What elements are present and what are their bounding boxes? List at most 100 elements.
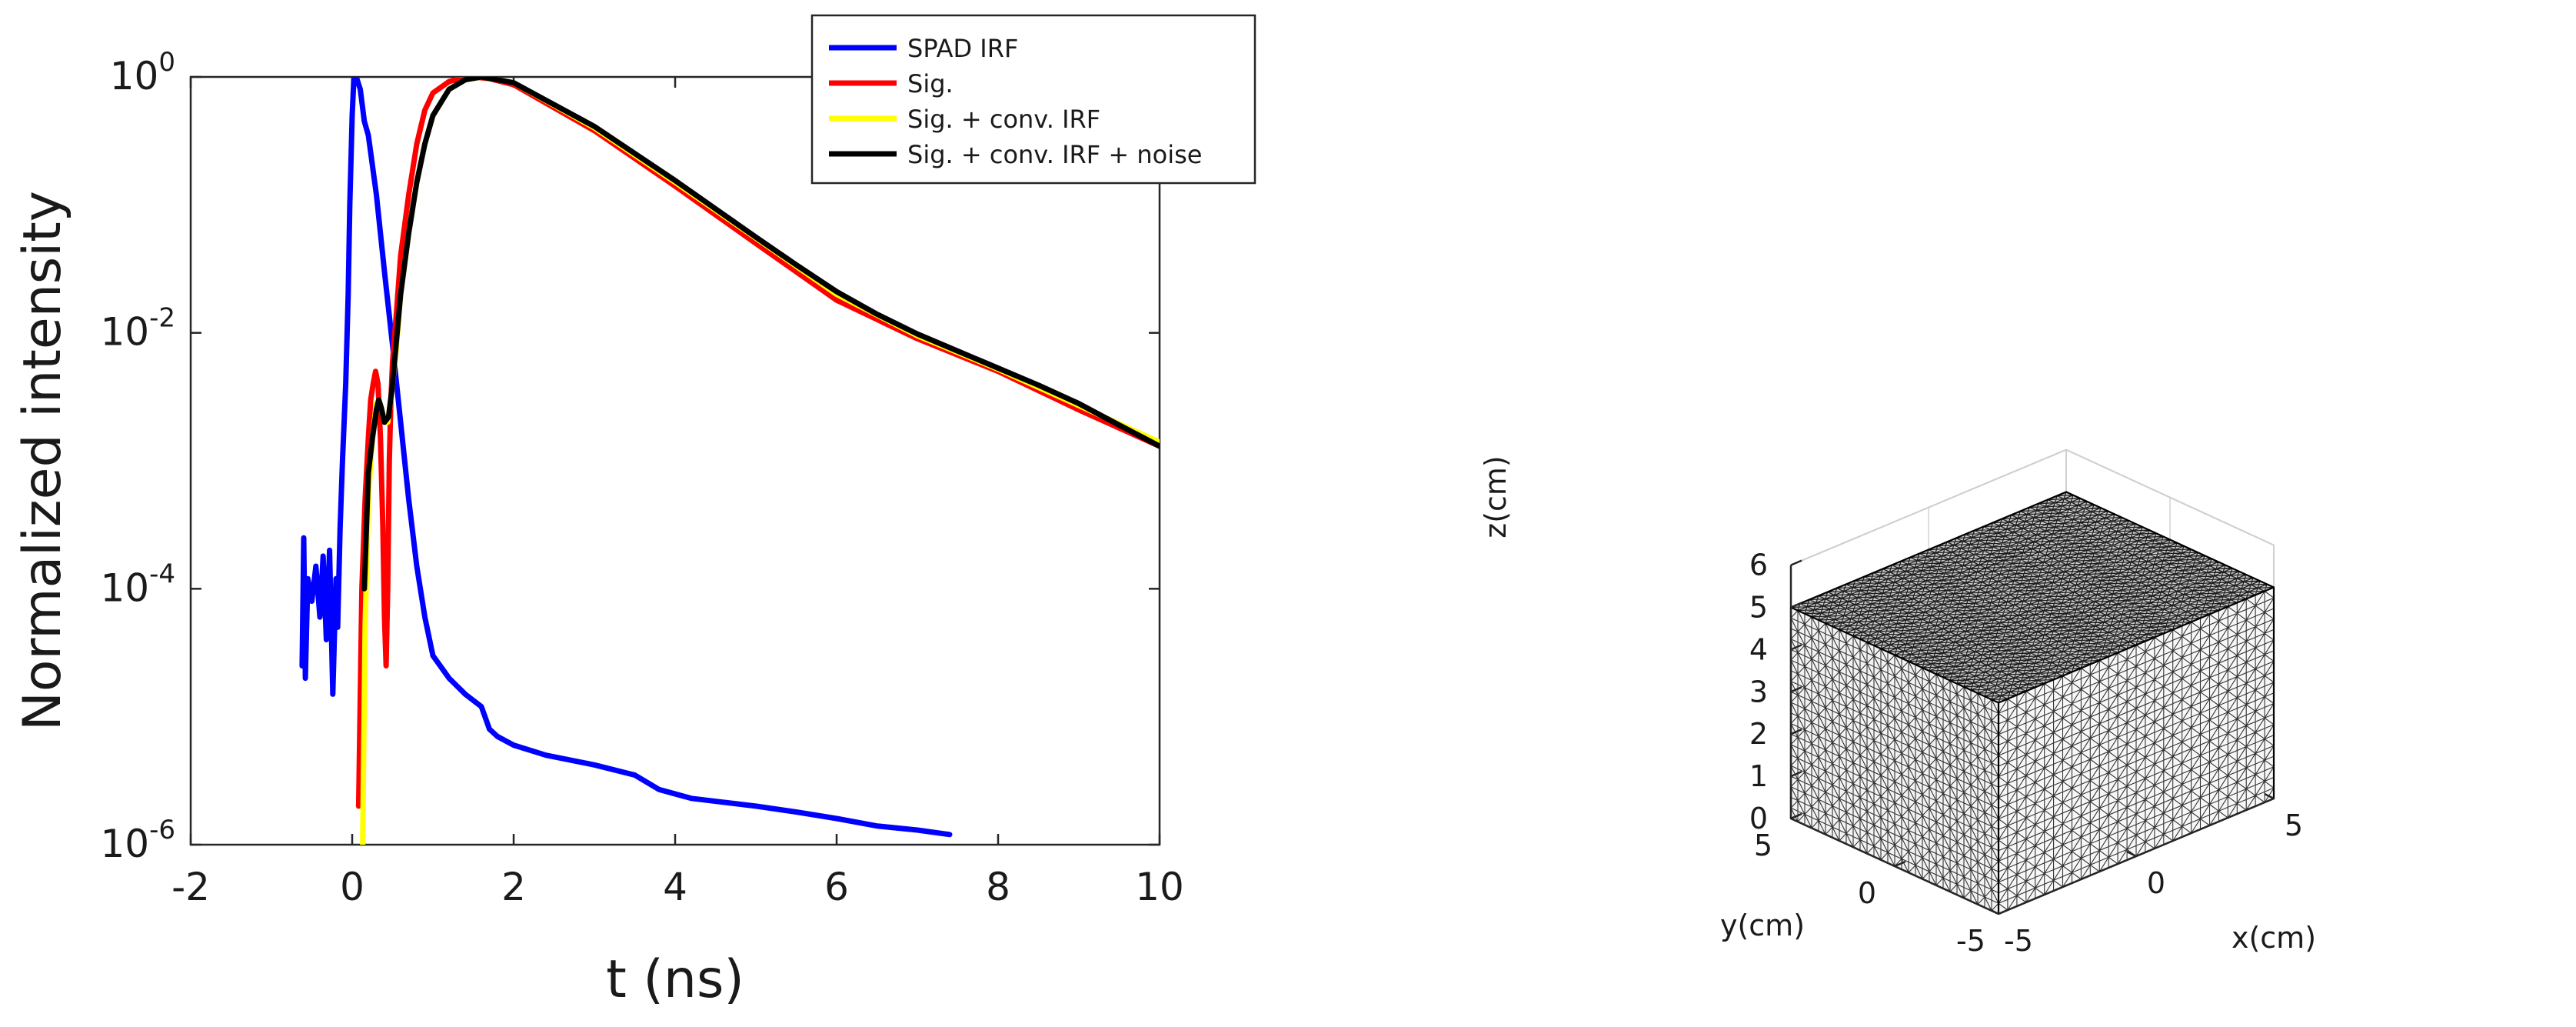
x-tick-label: 5 — [2285, 809, 2303, 842]
data-point — [594, 125, 595, 127]
z-tick — [1790, 602, 1802, 609]
data-point — [376, 409, 377, 411]
y-tick — [1790, 812, 1802, 820]
x-tick-label: 4 — [663, 865, 687, 909]
y-tick-label: 0 — [1858, 876, 1876, 910]
data-point — [301, 665, 303, 666]
x-axis-label-3d: x(cm) — [2232, 921, 2316, 955]
mesh-edge — [1998, 586, 2275, 704]
box-edge — [2065, 448, 2275, 546]
data-point — [424, 143, 425, 145]
legend-label: Sig. + conv. IRF + noise — [907, 140, 1202, 169]
data-point — [388, 460, 390, 462]
data-point — [658, 789, 660, 790]
legend: SPAD IRF Sig. Sig. + conv. IRF Sig. + conv.… — [810, 14, 1256, 185]
data-point — [408, 498, 409, 500]
data-point — [341, 460, 343, 462]
x-tick — [1989, 908, 1999, 915]
data-point — [691, 798, 692, 799]
data-point — [416, 143, 418, 145]
data-point — [416, 182, 418, 183]
plot-area — [189, 75, 1161, 846]
x-axis-label: t (ns) — [606, 949, 744, 1010]
data-point — [315, 565, 317, 567]
data-point — [424, 616, 425, 618]
y-axis-label-3d: y(cm) — [1720, 909, 1805, 942]
data-point — [384, 616, 385, 618]
data-point — [345, 383, 347, 385]
y-tick-label: 10-4 — [100, 559, 175, 610]
box-edge — [1790, 448, 2067, 566]
z-tick — [1790, 644, 1802, 651]
z-tick-label: 6 — [1749, 549, 1768, 582]
intensity-chart: -2 0 2 4 6 8 10 10-6 10-4 10-2 100 t (ns) Normaliz… — [12, 14, 1256, 1010]
x-tick-label: 0 — [2147, 866, 2165, 900]
y-tick-label: 10-2 — [100, 303, 175, 355]
data-point — [374, 371, 376, 372]
data-point — [481, 77, 482, 78]
legend-label: SPAD IRF — [907, 34, 1018, 63]
data-point — [358, 805, 359, 807]
data-point — [378, 399, 380, 401]
data-point — [311, 601, 312, 602]
data-point — [755, 805, 757, 807]
x-tick-label: 10 — [1135, 865, 1184, 909]
data-point — [319, 616, 321, 618]
data-point — [674, 185, 676, 187]
data-point — [448, 88, 450, 90]
data-point — [432, 655, 434, 656]
data-point — [364, 626, 366, 628]
data-point — [385, 665, 387, 666]
data-point — [464, 79, 466, 81]
y-tick-label: 10-6 — [100, 815, 175, 866]
data-point — [372, 383, 374, 385]
data-point — [424, 109, 425, 111]
z-tick — [1790, 686, 1802, 693]
data-point — [388, 416, 389, 418]
data-point — [368, 472, 369, 474]
z-tick-label: 3 — [1749, 675, 1768, 709]
y-tick-label: 100 — [110, 47, 175, 98]
data-point — [351, 115, 353, 116]
y-tick — [1894, 860, 1906, 868]
z-tick-label: 2 — [1749, 717, 1768, 751]
data-point — [303, 537, 305, 539]
data-point — [755, 236, 757, 238]
data-point — [355, 77, 357, 78]
x-tick-label: -2 — [171, 865, 210, 909]
y-tick — [1998, 908, 2010, 915]
x-tick — [2126, 850, 2137, 858]
y-axis-label: Normalized intensity — [12, 191, 73, 731]
z-tick — [1790, 770, 1802, 778]
x-tick-label: 2 — [501, 865, 526, 909]
x-tick-label: 8 — [986, 865, 1010, 909]
data-point — [339, 527, 341, 529]
data-point — [917, 829, 918, 831]
data-point — [360, 88, 361, 90]
data-point — [322, 555, 324, 557]
data-point — [481, 706, 482, 707]
data-point — [1078, 403, 1080, 405]
data-point — [755, 242, 757, 244]
data-point — [305, 678, 306, 679]
data-point — [464, 693, 466, 695]
data-point — [408, 232, 409, 234]
data-point — [432, 92, 434, 94]
z-tick-label: 0 — [1749, 802, 1768, 835]
data-point — [329, 549, 331, 551]
data-point — [392, 383, 393, 385]
legend-label: Sig. — [907, 69, 954, 98]
y-tick-label: 5 — [1754, 829, 1772, 862]
data-point — [432, 115, 434, 116]
data-point — [1078, 409, 1080, 411]
data-point — [917, 333, 918, 335]
x-tick-label: -5 — [2004, 924, 2033, 958]
z-tick-label: 5 — [1749, 591, 1768, 625]
data-point — [448, 678, 450, 679]
z-axis-label: z(cm) — [1479, 455, 1513, 539]
x-tick-label: 6 — [824, 865, 849, 909]
z-tick — [1790, 559, 1802, 566]
data-point — [325, 639, 327, 640]
